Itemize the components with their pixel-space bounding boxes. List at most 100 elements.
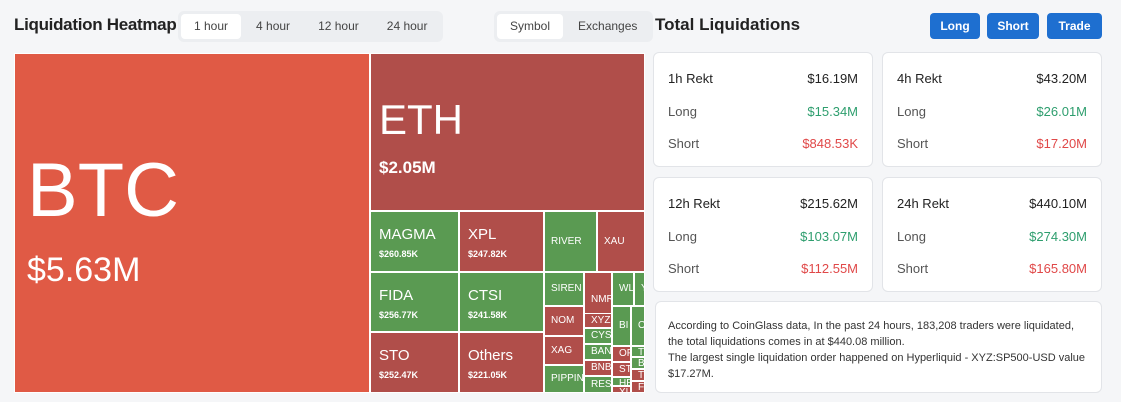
liquidation-summary: According to CoinGlass data, In the past…	[655, 301, 1102, 393]
tab-4-hour[interactable]: 4 hour	[256, 19, 291, 33]
total-row: 4h Rekt $43.20M	[897, 71, 1087, 86]
treemap-cell-t[interactable]: T	[631, 369, 645, 381]
treemap-cell-river[interactable]: RIVER	[544, 211, 597, 272]
cell-symbol: CYS	[591, 330, 612, 341]
long-label: Long	[668, 229, 697, 244]
short-value: $112.55M	[801, 261, 858, 276]
cell-symbol: HE	[619, 378, 630, 386]
tab-symbol[interactable]: Symbol	[497, 14, 564, 39]
short-value: $848.53K	[802, 136, 858, 151]
cell-symbol: XAG	[551, 344, 573, 356]
cell-symbol: OP	[619, 348, 630, 359]
treemap-cell-ctsi[interactable]: CTSI $241.58K	[459, 272, 544, 332]
treemap-cell-xli[interactable]: XLI	[612, 386, 631, 393]
cell-symbol: BAN	[591, 346, 612, 357]
cell-symbol: XPL	[468, 226, 497, 243]
short-row: Short $17.20M	[897, 136, 1087, 151]
cell-symbol: BI	[619, 320, 629, 331]
trade-button[interactable]: Trade	[1047, 13, 1102, 39]
cell-symbol: BTC	[27, 148, 179, 233]
cell-symbol: ETH	[379, 96, 463, 143]
cell-symbol: XYZ:	[591, 314, 612, 326]
cell-value: $256.77K	[379, 310, 419, 320]
long-value: $26.01M	[1036, 104, 1087, 119]
cell-symbol: T	[638, 347, 645, 357]
treemap-cell-b[interactable]: B	[631, 357, 645, 369]
rekt-card: 1h Rekt $16.19M Long $15.34M Short $848.53K	[653, 52, 873, 167]
treemap-cell-res[interactable]: RES	[584, 376, 612, 393]
cell-value: $252.47K	[379, 370, 419, 380]
period-label: 4h Rekt	[897, 71, 942, 86]
treemap-cell-xyz[interactable]: XYZ:	[584, 313, 612, 328]
total-value: $215.62M	[800, 196, 858, 211]
heatmap-title: Liquidation Heatmap	[14, 15, 177, 34]
cell-symbol: Y	[635, 273, 644, 294]
treemap-cell-ban[interactable]: BAN	[584, 344, 612, 360]
short-row: Short $112.55M	[668, 261, 858, 276]
treemap-cell-eth[interactable]: ETH $2.05M	[370, 53, 645, 211]
long-label: Long	[897, 104, 926, 119]
long-row: Long $15.34M	[668, 104, 858, 119]
cell-symbol: SIREN	[551, 283, 582, 294]
cell-symbol: XLI	[619, 387, 631, 393]
treemap-cell-xpl[interactable]: XPL $247.82K	[459, 211, 544, 272]
treemap-cell-op[interactable]: OP	[612, 346, 631, 362]
liquidation-treemap: BTC $5.63M ETH $2.05M MAGMA $260.85K FIDA $256.…	[14, 53, 645, 393]
cell-symbol: F	[638, 382, 645, 393]
treemap-cell-t[interactable]: T	[631, 346, 645, 357]
cell-symbol: T	[638, 370, 645, 381]
treemap-cell-xau[interactable]: XAU	[597, 211, 645, 272]
treemap-cell-sta[interactable]: STA	[612, 362, 631, 377]
treemap-cell-fida[interactable]: FIDA $256.77K	[370, 272, 459, 332]
treemap-cell-pippin[interactable]: PIPPIN	[544, 365, 584, 393]
cell-value: $2.05M	[379, 158, 436, 177]
treemap-cell-y[interactable]: Y	[634, 272, 645, 306]
long-button[interactable]: Long	[930, 13, 980, 39]
short-label: Short	[897, 261, 929, 276]
period-label: 12h Rekt	[668, 196, 721, 211]
view-tabs: Symbol Exchanges	[494, 11, 654, 42]
treemap-cell-bnb[interactable]: BNB	[584, 360, 612, 376]
treemap-cell-he[interactable]: HE	[612, 377, 631, 386]
period-label: 1h Rekt	[668, 71, 713, 86]
long-label: Long	[897, 229, 926, 244]
treemap-cell-magma[interactable]: MAGMA $260.85K	[370, 211, 459, 272]
treemap-cell-btc[interactable]: BTC $5.63M	[14, 53, 370, 393]
total-row: 1h Rekt $16.19M	[668, 71, 858, 86]
treemap-cell-bi[interactable]: BI	[612, 306, 631, 346]
short-button[interactable]: Short	[987, 13, 1039, 39]
treemap-cell-sto[interactable]: STO $252.47K	[370, 332, 459, 393]
cell-symbol: CTSI	[468, 287, 503, 304]
period-label: 24h Rekt	[897, 196, 950, 211]
short-value: $17.20M	[1036, 136, 1087, 151]
tab-24-hour[interactable]: 24 hour	[386, 19, 428, 33]
treemap-cell-others[interactable]: Others $221.05K	[459, 332, 544, 393]
long-value: $103.07M	[800, 229, 858, 244]
cell-value: $5.63M	[27, 251, 141, 289]
tab-exchanges[interactable]: Exchanges	[578, 19, 638, 33]
total-row: 12h Rekt $215.62M	[668, 196, 858, 211]
cell-symbol: STA	[619, 363, 631, 375]
cell-symbol: RIVER	[551, 235, 582, 247]
treemap-cell-siren[interactable]: SIREN	[544, 272, 584, 306]
rekt-card: 12h Rekt $215.62M Long $103.07M Short $112.…	[653, 177, 873, 292]
cell-value: $247.82K	[468, 249, 508, 259]
cell-symbol: STO	[379, 347, 410, 364]
treemap-cell-f[interactable]: F	[631, 381, 645, 393]
treemap-cell-wl[interactable]: WL	[612, 272, 634, 306]
tab-12-hour[interactable]: 12 hour	[318, 19, 359, 33]
cell-symbol: O	[632, 307, 644, 331]
treemap-cell-xag[interactable]: XAG	[544, 336, 584, 365]
cell-symbol: MAGMA	[379, 226, 436, 243]
cell-symbol: PIPPIN	[551, 373, 584, 384]
cell-value: $221.05K	[468, 370, 508, 380]
tab-1-hour[interactable]: 1 hour	[181, 14, 242, 39]
treemap-cell-cys[interactable]: CYS	[584, 328, 612, 344]
long-row: Long $26.01M	[897, 104, 1087, 119]
cell-symbol: Others	[468, 347, 514, 364]
short-label: Short	[668, 261, 700, 276]
short-row: Short $165.80M	[897, 261, 1087, 276]
treemap-cell-nom[interactable]: NOM	[544, 306, 584, 336]
time-range-tabs: 1 hour 4 hour 12 hour 24 hour	[178, 11, 444, 42]
treemap-cell-o[interactable]: O	[631, 306, 645, 346]
